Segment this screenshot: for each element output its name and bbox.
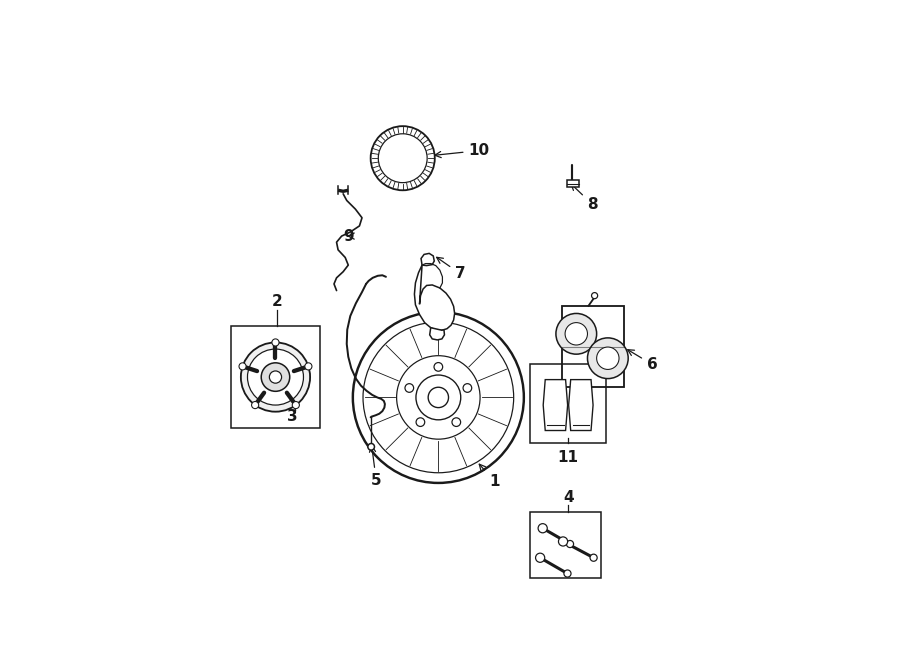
Bar xyxy=(530,512,601,578)
Circle shape xyxy=(416,418,425,426)
Circle shape xyxy=(239,363,246,370)
Circle shape xyxy=(405,383,414,393)
Circle shape xyxy=(305,363,312,370)
Text: 7: 7 xyxy=(436,257,465,281)
Circle shape xyxy=(464,383,472,393)
Circle shape xyxy=(269,371,282,383)
Circle shape xyxy=(241,342,310,412)
Text: 9: 9 xyxy=(343,229,355,244)
Text: 8: 8 xyxy=(572,184,598,212)
Circle shape xyxy=(590,554,598,561)
Circle shape xyxy=(597,347,619,369)
Text: 10: 10 xyxy=(435,143,490,158)
Text: 5: 5 xyxy=(370,446,382,488)
Polygon shape xyxy=(421,253,435,266)
Circle shape xyxy=(378,134,428,182)
Circle shape xyxy=(261,363,290,391)
Text: 6: 6 xyxy=(627,350,658,372)
Circle shape xyxy=(536,553,544,563)
Bar xyxy=(530,364,607,444)
Polygon shape xyxy=(569,379,593,430)
Circle shape xyxy=(272,339,279,346)
Circle shape xyxy=(428,387,448,408)
Circle shape xyxy=(252,401,258,408)
Text: 2: 2 xyxy=(272,294,283,309)
Circle shape xyxy=(564,570,571,577)
Circle shape xyxy=(368,444,374,450)
Bar xyxy=(567,180,580,187)
Circle shape xyxy=(591,293,598,299)
Circle shape xyxy=(588,338,628,379)
Text: 3: 3 xyxy=(287,403,298,424)
Circle shape xyxy=(371,126,435,190)
Text: 1: 1 xyxy=(480,464,500,489)
Polygon shape xyxy=(429,328,445,340)
Text: 11: 11 xyxy=(558,450,579,465)
Circle shape xyxy=(248,349,303,405)
Circle shape xyxy=(565,323,588,345)
Circle shape xyxy=(538,524,547,533)
Polygon shape xyxy=(544,379,568,430)
Bar xyxy=(231,326,320,428)
Text: 4: 4 xyxy=(562,490,573,505)
Circle shape xyxy=(556,313,597,354)
Circle shape xyxy=(434,363,443,371)
Polygon shape xyxy=(414,265,454,330)
Circle shape xyxy=(452,418,461,426)
Circle shape xyxy=(566,541,573,547)
Polygon shape xyxy=(562,306,624,387)
Circle shape xyxy=(292,401,300,408)
Circle shape xyxy=(559,537,568,546)
